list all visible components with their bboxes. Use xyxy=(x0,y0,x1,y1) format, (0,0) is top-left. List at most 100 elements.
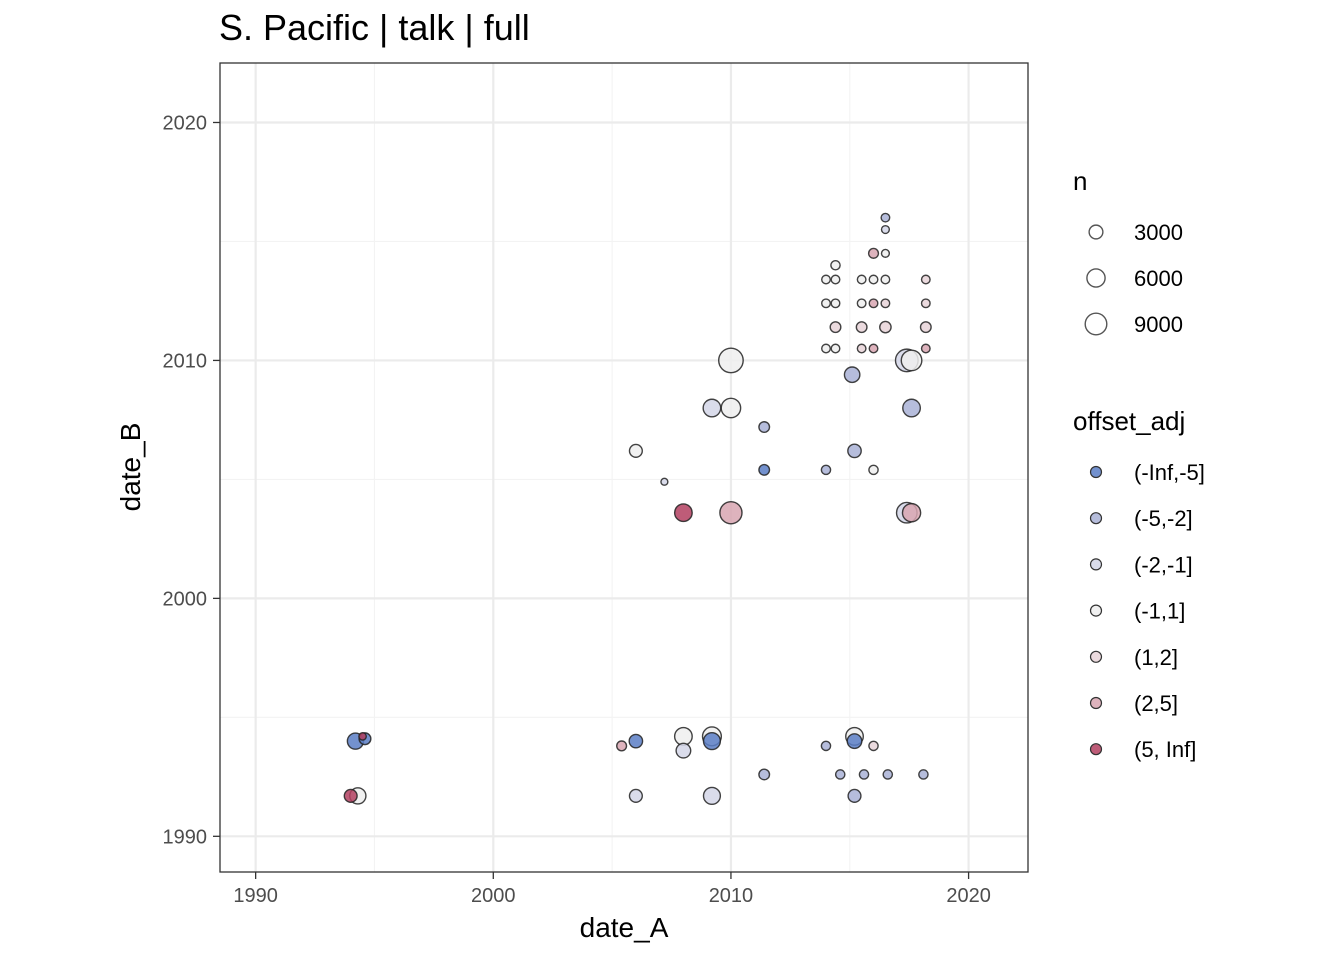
data-point xyxy=(673,503,693,523)
size-legend-key xyxy=(1084,312,1108,336)
data-point xyxy=(843,366,861,384)
data-point xyxy=(616,740,628,752)
color-legend-key xyxy=(1089,465,1103,479)
x-tick-label: 2000 xyxy=(471,885,516,907)
grid-lines xyxy=(220,63,1028,872)
color-legend-key xyxy=(1089,743,1103,756)
x-tick-label: 2020 xyxy=(946,885,991,907)
y-axis-title: date_B xyxy=(115,423,146,512)
data-point xyxy=(718,347,744,374)
y-tick-label: 2010 xyxy=(163,350,208,372)
data-point xyxy=(628,443,643,458)
data-point xyxy=(821,274,831,285)
data-point xyxy=(673,726,693,746)
color-legend-label: (-2,-1] xyxy=(1134,552,1193,577)
data-point xyxy=(830,343,841,354)
data-point xyxy=(847,788,862,803)
data-point xyxy=(758,463,771,476)
data-points xyxy=(343,212,932,805)
data-point xyxy=(882,769,894,780)
data-point xyxy=(343,788,358,803)
color-legend-title: offset_adj xyxy=(1073,406,1185,436)
data-point xyxy=(856,298,867,309)
data-point xyxy=(675,742,692,759)
data-point xyxy=(900,349,923,372)
color-legend-label: (2,5] xyxy=(1134,691,1178,716)
data-point xyxy=(820,740,832,752)
data-point xyxy=(880,212,891,223)
y-tick-label: 2000 xyxy=(163,588,208,610)
x-axis: 1990 2000 2010 2020 xyxy=(233,872,991,907)
color-legend-key xyxy=(1089,696,1103,710)
color-legend-key xyxy=(1089,650,1103,663)
y-tick-label: 2020 xyxy=(163,112,208,134)
chart-title: S. Pacific | talk | full xyxy=(219,7,530,48)
data-point xyxy=(628,733,644,749)
data-point xyxy=(856,274,867,285)
data-point xyxy=(830,259,841,271)
data-point xyxy=(901,502,922,523)
color-legend-key xyxy=(1089,512,1103,525)
plot-panel xyxy=(219,62,1029,873)
data-point xyxy=(719,500,743,525)
size-legend: n 3000 6000 9000 xyxy=(1073,166,1183,337)
data-point xyxy=(880,298,891,309)
data-point xyxy=(830,298,841,309)
data-point xyxy=(856,343,867,354)
data-point xyxy=(868,464,879,476)
data-point xyxy=(758,421,771,434)
data-point xyxy=(858,769,870,780)
size-legend-label: 9000 xyxy=(1134,312,1183,337)
data-point xyxy=(830,274,841,285)
y-tick-label: 1990 xyxy=(163,826,208,848)
size-legend-key xyxy=(1086,268,1106,288)
color-legend-label: (1,2] xyxy=(1134,645,1178,670)
x-tick-label: 1990 xyxy=(233,885,278,907)
x-axis-title: date_A xyxy=(580,912,669,943)
data-point xyxy=(821,298,831,309)
data-point xyxy=(820,464,832,476)
color-legend: offset_adj (-Inf,-5] (-5,-2] (-2,-1] (-1,1]… xyxy=(1073,406,1205,762)
data-point xyxy=(758,768,771,781)
data-point xyxy=(702,398,722,418)
data-point xyxy=(920,274,931,285)
data-point xyxy=(855,321,868,334)
data-point xyxy=(918,769,929,780)
data-point xyxy=(920,343,931,354)
data-point xyxy=(902,398,922,418)
color-legend-label: (5, Inf] xyxy=(1134,737,1196,762)
data-point xyxy=(834,769,846,780)
data-point xyxy=(628,788,643,803)
data-point xyxy=(880,274,891,285)
size-legend-label: 6000 xyxy=(1134,266,1183,291)
size-legend-label: 3000 xyxy=(1134,220,1183,245)
data-point xyxy=(847,443,862,459)
data-point xyxy=(829,321,842,334)
data-point xyxy=(702,732,722,751)
data-point xyxy=(720,397,742,419)
data-point xyxy=(920,298,931,309)
data-point xyxy=(880,224,891,235)
data-point xyxy=(868,740,879,752)
data-point xyxy=(846,733,863,750)
data-point xyxy=(702,786,722,805)
color-legend-key xyxy=(1089,604,1103,617)
panel-border xyxy=(219,62,1029,873)
data-point xyxy=(821,343,831,354)
data-point xyxy=(879,320,892,334)
data-point xyxy=(358,731,367,741)
color-legend-label: (-5,-2] xyxy=(1134,506,1193,531)
data-point xyxy=(880,248,891,258)
data-point xyxy=(660,477,669,486)
y-axis: 1990 2000 2010 2020 xyxy=(163,112,220,848)
data-point xyxy=(867,247,880,259)
color-legend-label: (-Inf,-5] xyxy=(1134,460,1205,485)
data-point xyxy=(868,298,879,309)
data-point xyxy=(868,274,879,285)
data-point xyxy=(919,321,932,334)
x-tick-label: 2010 xyxy=(709,885,754,907)
color-legend-key xyxy=(1089,558,1103,571)
color-legend-label: (-1,1] xyxy=(1134,599,1185,624)
data-point xyxy=(868,343,879,354)
